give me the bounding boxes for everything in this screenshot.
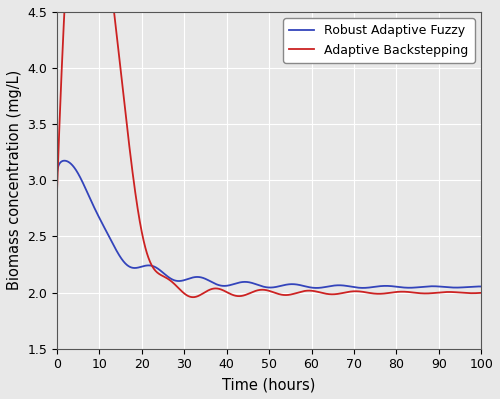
Adaptive Backstepping — [190, 295, 196, 300]
Robust Adaptive Fuzzy — [235, 280, 241, 285]
Robust Adaptive Fuzzy — [102, 227, 108, 232]
Adaptive Backstepping — [217, 287, 223, 292]
Robust Adaptive Fuzzy — [62, 158, 68, 163]
Adaptive Backstepping — [236, 294, 242, 298]
Y-axis label: Biomass concentration (mg/L): Biomass concentration (mg/L) — [7, 70, 22, 290]
Legend: Robust Adaptive Fuzzy, Adaptive Backstepping: Robust Adaptive Fuzzy, Adaptive Backstep… — [283, 18, 475, 63]
Adaptive Backstepping — [54, 186, 60, 191]
Robust Adaptive Fuzzy — [478, 284, 484, 289]
Robust Adaptive Fuzzy — [217, 283, 223, 288]
Line: Adaptive Backstepping: Adaptive Backstepping — [57, 0, 481, 297]
Robust Adaptive Fuzzy — [314, 286, 320, 290]
Adaptive Backstepping — [478, 290, 484, 295]
Adaptive Backstepping — [128, 156, 134, 160]
X-axis label: Time (hours): Time (hours) — [222, 377, 316, 392]
Robust Adaptive Fuzzy — [128, 265, 134, 270]
Robust Adaptive Fuzzy — [54, 170, 60, 174]
Adaptive Backstepping — [470, 291, 476, 296]
Robust Adaptive Fuzzy — [424, 284, 430, 289]
Adaptive Backstepping — [424, 291, 430, 296]
Line: Robust Adaptive Fuzzy: Robust Adaptive Fuzzy — [57, 161, 481, 288]
Robust Adaptive Fuzzy — [470, 284, 476, 289]
